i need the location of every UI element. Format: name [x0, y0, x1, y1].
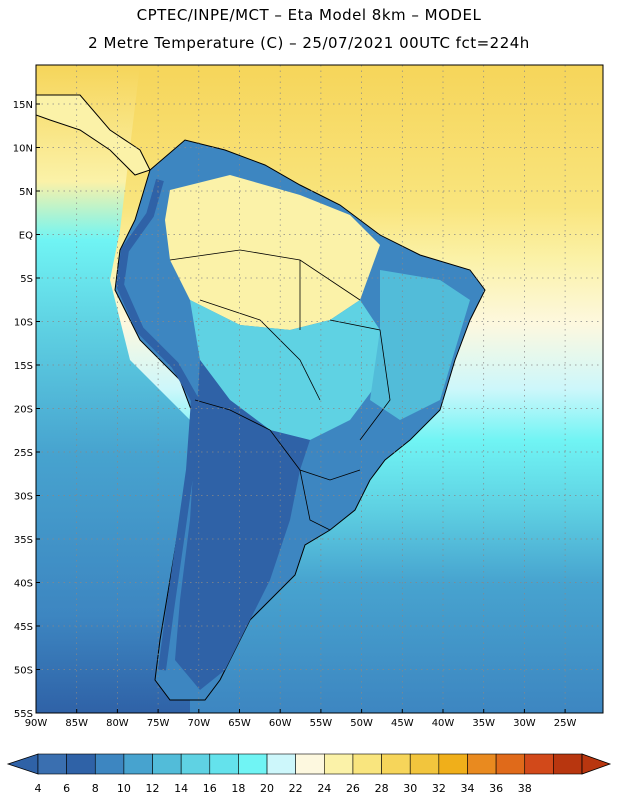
lon-label: 75W: [147, 718, 170, 729]
colorbar-label: 22: [289, 782, 303, 795]
lon-label: 55W: [310, 718, 333, 729]
lon-label: 35W: [472, 718, 495, 729]
colorbar-label: 36: [489, 782, 503, 795]
colorbar-swatch: [66, 753, 96, 775]
lon-label: 40W: [432, 718, 455, 729]
colorbar-swatch: [324, 753, 354, 775]
colorbar-label: 8: [92, 782, 99, 795]
region-amazon-warm: [165, 175, 380, 330]
lon-label: 30W: [513, 718, 536, 729]
map-frame: [35, 64, 604, 714]
colorbar-label: 38: [518, 782, 532, 795]
colorbar-swatch: [438, 753, 468, 775]
lon-label: 25W: [554, 718, 577, 729]
andes-ridge: [115, 178, 200, 671]
lat-label: 15S: [14, 361, 33, 372]
lon-label: 65W: [228, 718, 251, 729]
country-borders: [169, 249, 391, 531]
map-title-line2: 2 Metre Temperature (C) – 25/07/2021 00U…: [88, 34, 530, 52]
colorbar-low-arrow: [6, 753, 39, 775]
region-central-cool: [190, 300, 380, 440]
ocean-pacific: [36, 65, 190, 713]
lat-label: 55S: [14, 709, 33, 720]
colorbar-swatch: [37, 753, 67, 775]
colorbar-swatch: [524, 753, 554, 775]
lat-label: 20S: [14, 405, 33, 416]
colorbar-label: 28: [375, 782, 389, 795]
colorbar-swatch: [295, 753, 325, 775]
map-title-line1: CPTEC/INPE/MCT – Eta Model 8km – MODEL: [136, 6, 482, 24]
colorbar-swatch: [152, 753, 182, 775]
temperature-colorbar: 4 6 8 10 12 14 16 18 20 22 24 26 28 30 32 34 36 38: [6, 753, 612, 795]
colorbar-swatch: [409, 753, 440, 775]
colorbar-swatch: [381, 753, 411, 775]
colorbar-label: 20: [260, 782, 274, 795]
colorbar-label: 32: [432, 782, 446, 795]
colorbar-label: 24: [317, 782, 331, 795]
lat-label: 40S: [14, 579, 33, 590]
colorbar-swatch: [123, 753, 153, 775]
colorbar-label: 18: [231, 782, 245, 795]
colorbar-swatch: [352, 753, 382, 775]
colorbar-swatch: [180, 753, 211, 775]
lat-label: 15N: [13, 100, 33, 111]
colorbar-swatch: [495, 753, 526, 775]
lon-label: 45W: [391, 718, 414, 729]
latitude-labels: 15N 10N 5N EQ 5S 10S 15S 20S 25S 30S 35S 40S 45S 50S 5…: [13, 100, 40, 720]
lon-label: 60W: [269, 718, 292, 729]
landmass-central-america: [36, 94, 151, 176]
lon-label: 70W: [187, 718, 210, 729]
colorbar-label: 16: [203, 782, 217, 795]
colorbar-label: 30: [403, 782, 417, 795]
colorbar-swatch: [467, 753, 497, 775]
lat-label: 25S: [14, 448, 33, 459]
lat-label: 30S: [14, 492, 33, 503]
map-plot-area: [36, 65, 603, 713]
colorbar-swatch: [266, 753, 296, 775]
lat-label: 5S: [20, 274, 33, 285]
lat-label: 45S: [14, 622, 33, 633]
colorbar-label: 26: [346, 782, 360, 795]
region-south-cold: [175, 360, 310, 690]
lon-label: 50W: [350, 718, 373, 729]
colorbar-label: 34: [460, 782, 474, 795]
lat-label: 35S: [14, 535, 33, 546]
colorbar-label: 6: [63, 782, 70, 795]
lon-label: 80W: [106, 718, 129, 729]
region-east-cool: [370, 270, 470, 420]
colorbar-swatch: [553, 753, 583, 775]
colorbar-label: 14: [174, 782, 188, 795]
colorbar-swatch: [209, 753, 239, 775]
lat-label: 50S: [14, 666, 33, 677]
colorbar-swatch: [238, 753, 268, 775]
lon-label: 85W: [65, 718, 88, 729]
longitude-labels: 90W 85W 80W 75W 70W 65W 60W 55W 50W 45W 40W 35W 30W 2…: [25, 709, 577, 729]
colorbar-label: 10: [117, 782, 131, 795]
colorbar-label: 4: [35, 782, 42, 795]
colorbar-label: 12: [146, 782, 160, 795]
graticule: [36, 65, 603, 713]
colorbar-swatch: [94, 753, 125, 775]
lat-label: EQ: [19, 231, 33, 242]
lat-label: 10N: [13, 144, 33, 155]
lon-label: 90W: [25, 718, 48, 729]
lat-label: 5N: [19, 187, 33, 198]
lat-label: 10S: [14, 318, 33, 329]
colorbar-high-arrow: [581, 753, 612, 775]
